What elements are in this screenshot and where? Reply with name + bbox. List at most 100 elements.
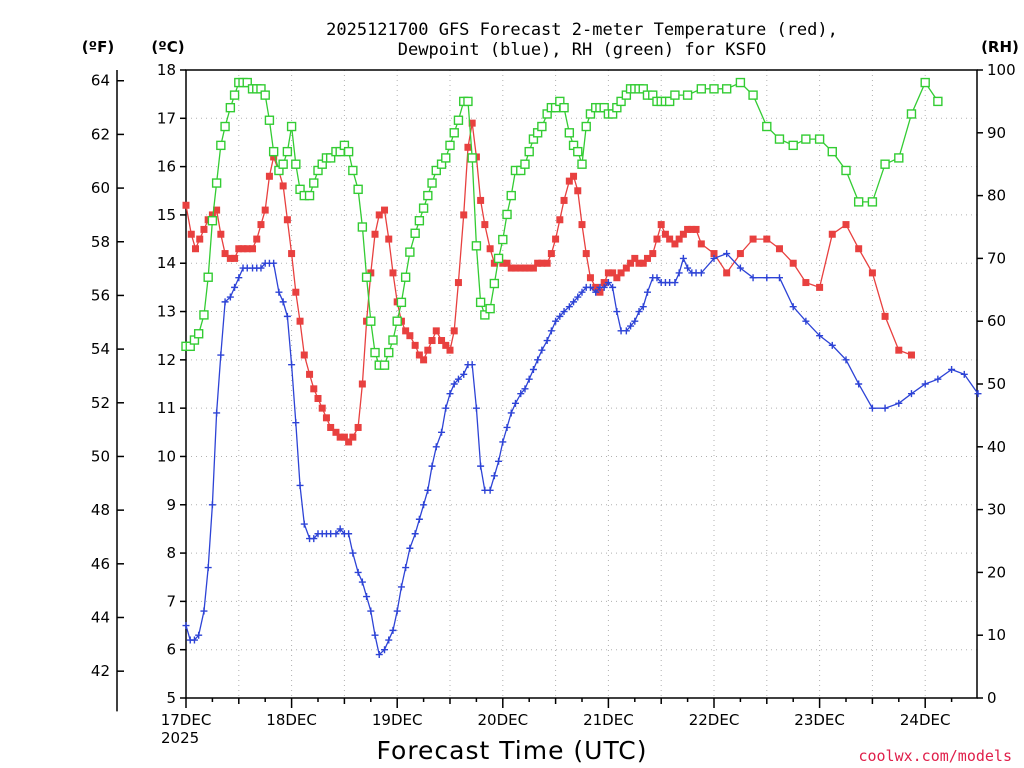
rh-point bbox=[696, 84, 707, 94]
temperature-point bbox=[310, 385, 318, 393]
dewpoint-point bbox=[385, 636, 393, 644]
rh-point bbox=[366, 316, 376, 326]
temperature-point bbox=[565, 177, 573, 185]
x-tick-label: 18DEC bbox=[266, 711, 317, 729]
rh-point bbox=[242, 77, 252, 88]
dewpoint-point bbox=[296, 481, 304, 489]
x-tick-label: 20DEC bbox=[478, 711, 529, 729]
rh-point bbox=[906, 109, 917, 119]
temperature-point bbox=[187, 230, 195, 238]
temperature-point bbox=[300, 351, 308, 359]
temperature-point bbox=[692, 225, 700, 233]
rh-point bbox=[423, 190, 433, 201]
rh-tick-label: 30 bbox=[987, 501, 1006, 519]
rh-point bbox=[264, 115, 275, 125]
fahrenheit-tick-label: 50 bbox=[91, 447, 110, 465]
dewpoint-point bbox=[446, 390, 454, 398]
chart-title-line-2: Dewpoint (blue), RH (green) for KSFO bbox=[398, 40, 766, 60]
x-tick-label: 17DEC bbox=[161, 711, 212, 729]
rh-point bbox=[229, 90, 240, 100]
temperature-point bbox=[402, 327, 410, 335]
dewpoint-point bbox=[345, 530, 353, 538]
temperature-point bbox=[375, 211, 383, 219]
celsius-tick-label: 9 bbox=[166, 496, 176, 514]
dewpoint-point bbox=[292, 419, 300, 427]
rh-point bbox=[370, 347, 380, 358]
rh-point bbox=[616, 96, 626, 107]
rh-point bbox=[220, 121, 230, 132]
temperature-point bbox=[332, 428, 340, 436]
temperature-point bbox=[842, 221, 850, 229]
dewpoint-point bbox=[235, 274, 243, 282]
dewpoint-point bbox=[367, 607, 375, 615]
rh-point bbox=[278, 159, 288, 169]
dewpoint-point bbox=[415, 515, 423, 523]
temperature-point bbox=[592, 283, 600, 291]
rh-point bbox=[524, 146, 534, 157]
temperature-point bbox=[468, 119, 476, 127]
rh-point bbox=[282, 146, 293, 157]
dewpoint-point bbox=[432, 443, 440, 451]
dewpoint-point bbox=[397, 583, 405, 591]
temperature-point bbox=[243, 245, 251, 253]
dewpoint-point bbox=[208, 501, 216, 509]
temperature-point bbox=[292, 288, 300, 296]
temperature-point bbox=[450, 327, 458, 335]
temperature-point bbox=[358, 380, 366, 388]
temperature-point bbox=[200, 225, 208, 233]
rh-point bbox=[291, 159, 301, 169]
temperature-point bbox=[249, 245, 257, 253]
temperature-point bbox=[464, 143, 472, 151]
dewpoint-point bbox=[190, 636, 198, 644]
temperature-point bbox=[697, 240, 705, 248]
rh-point bbox=[762, 121, 772, 132]
dewpoint-point bbox=[406, 544, 414, 552]
rh-point bbox=[427, 178, 437, 188]
temperature-point bbox=[675, 235, 683, 243]
temperature-point bbox=[604, 269, 612, 277]
rh-point bbox=[463, 96, 473, 107]
celsius-tick-label: 15 bbox=[157, 206, 176, 224]
dewpoint-point bbox=[592, 288, 600, 296]
temperature-point bbox=[653, 235, 661, 243]
dewpoint-point bbox=[486, 486, 494, 494]
dewpoint-point bbox=[895, 399, 903, 407]
rh-point bbox=[388, 335, 398, 345]
dewpoint-point bbox=[310, 535, 318, 543]
dewpoint-point bbox=[389, 626, 397, 634]
celsius-tick-label: 11 bbox=[157, 399, 176, 417]
celsius-tick-label: 12 bbox=[157, 351, 176, 369]
dewpoint-point bbox=[586, 283, 594, 291]
temperature-point bbox=[213, 206, 221, 214]
dewpoint-point bbox=[578, 288, 586, 296]
dewpoint-point bbox=[552, 317, 560, 325]
temperature-point bbox=[438, 337, 446, 345]
dewpoint-point bbox=[802, 317, 810, 325]
rh-point bbox=[392, 316, 402, 326]
temperature-point bbox=[657, 221, 665, 229]
dewpoint-point bbox=[358, 578, 366, 586]
temperature-point bbox=[385, 235, 393, 243]
dewpoint-point bbox=[468, 361, 476, 369]
fahrenheit-tick-label: 56 bbox=[91, 286, 110, 304]
dewpoint-point bbox=[213, 409, 221, 417]
rh-point bbox=[480, 310, 490, 320]
rh-point bbox=[573, 146, 583, 157]
rh-point bbox=[788, 140, 798, 151]
temperature-point bbox=[354, 423, 362, 431]
rh-point bbox=[489, 278, 500, 289]
x-tick-label: 24DEC bbox=[900, 711, 951, 729]
rh-point bbox=[841, 165, 851, 176]
series-celsius-plus bbox=[182, 250, 982, 659]
dewpoint-point bbox=[631, 317, 639, 325]
rh-point bbox=[193, 329, 204, 339]
fahrenheit-tick-label: 52 bbox=[91, 394, 110, 412]
fahrenheit-tick-label: 42 bbox=[91, 662, 110, 680]
dewpoint-point bbox=[609, 283, 617, 291]
rh-point bbox=[498, 234, 508, 245]
rh-point bbox=[309, 178, 319, 188]
temperature-point bbox=[855, 245, 863, 253]
dewpoint-point bbox=[627, 322, 635, 330]
dewpoint-point bbox=[460, 370, 468, 378]
rh-point bbox=[361, 272, 372, 282]
